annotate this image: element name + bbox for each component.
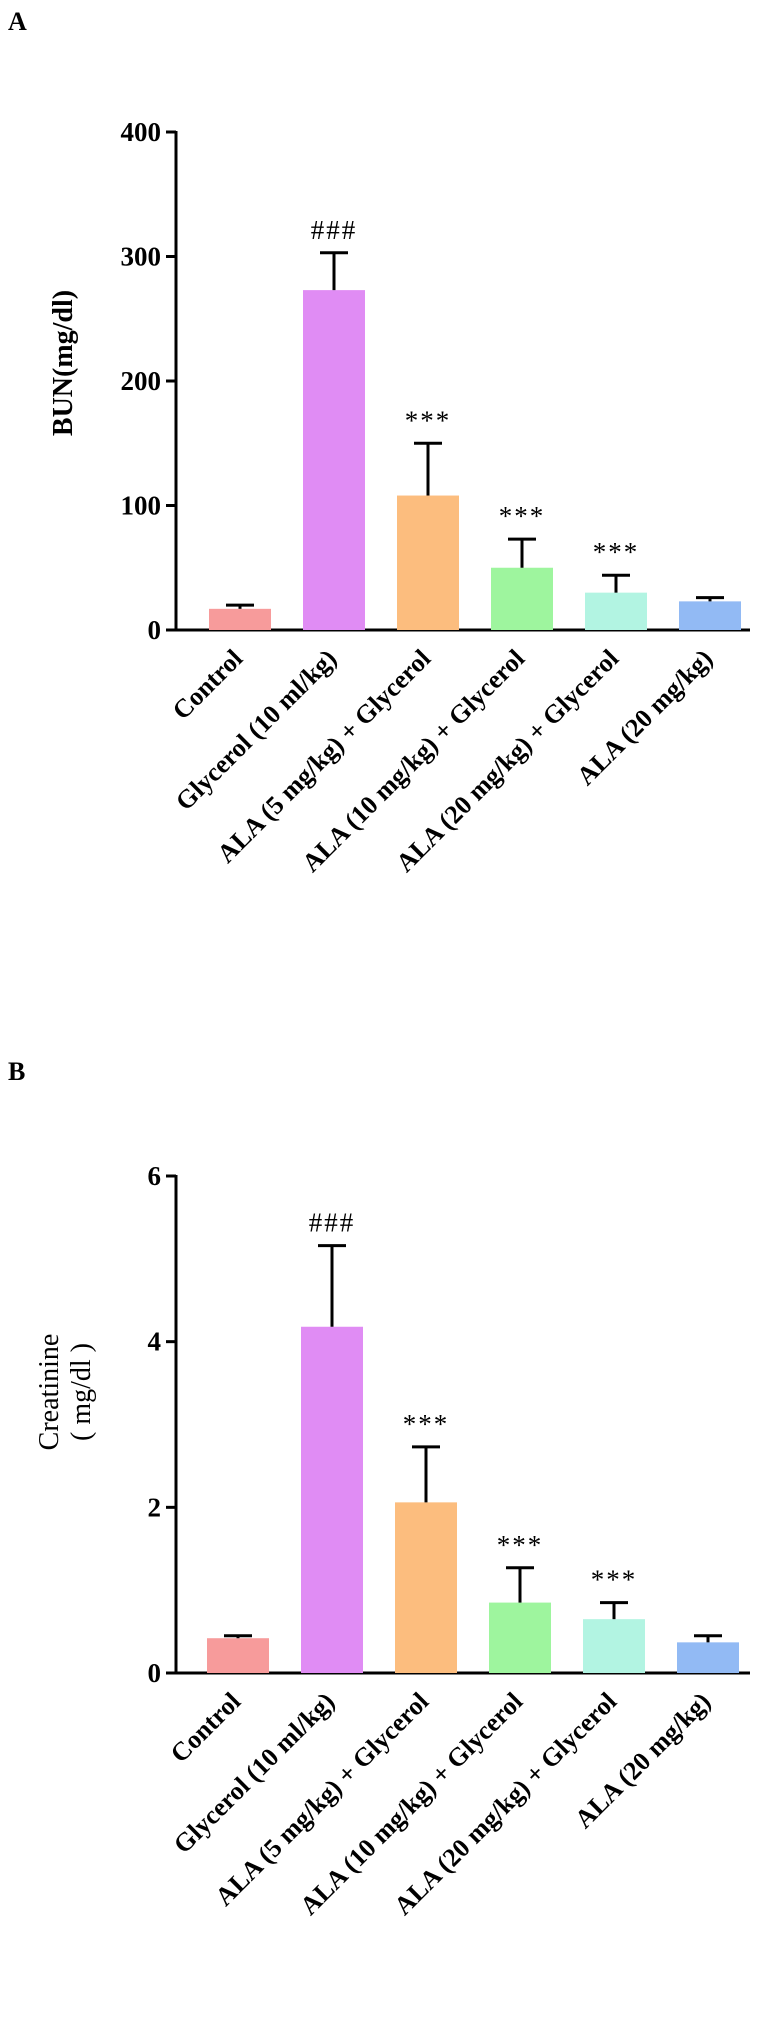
significance-label: *** — [499, 501, 546, 531]
bar — [585, 592, 647, 630]
panel-a-axes: 0 100 200 300 400 — [121, 117, 750, 645]
panel-b-y-axis-label-line-1: Creatinine — [34, 1334, 65, 1451]
y-tick-label: 300 — [121, 242, 162, 272]
panel-a-bars: Control###Glycerol (10 ml/kg)***ALA (5 m… — [167, 215, 741, 878]
y-tick-label: 200 — [121, 366, 162, 396]
y-tick-label: 2 — [148, 1492, 162, 1522]
bar — [209, 608, 271, 630]
category-label: Control — [165, 1687, 246, 1768]
bar — [207, 1638, 269, 1673]
bar-group: Control — [167, 603, 271, 725]
y-tick-label: 100 — [121, 491, 162, 521]
significance-label: *** — [591, 1565, 638, 1595]
panel-b-bars: Control###Glycerol (10 ml/kg)***ALA (5 m… — [165, 1208, 739, 1921]
bar — [677, 1642, 739, 1673]
y-tick-label: 0 — [148, 1658, 162, 1688]
bar — [301, 1326, 363, 1673]
significance-label: ### — [311, 215, 358, 245]
y-tick-label: 4 — [148, 1327, 162, 1357]
panel-a-y-axis-label: BUN(mg/dl) — [48, 290, 79, 436]
panel-b-letter: B — [8, 1057, 25, 1086]
significance-label: ### — [309, 1208, 356, 1238]
bar-group: ### Glycerol (10 ml/kg) — [168, 1208, 363, 1859]
panel-b-axes: 0 2 4 6 — [148, 1161, 750, 1688]
bar — [303, 290, 365, 630]
significance-label: *** — [497, 1530, 544, 1560]
significance-label: *** — [593, 537, 640, 567]
bar — [491, 567, 553, 630]
category-label: Glycerol (10 ml/kg) — [168, 1687, 340, 1859]
category-label: Glycerol (10 ml/kg) — [170, 644, 342, 816]
category-label: Control — [167, 644, 248, 725]
bar-group: Control — [165, 1634, 269, 1768]
bar — [679, 601, 741, 630]
y-tick-label: 400 — [121, 117, 162, 147]
significance-label: *** — [403, 1409, 450, 1439]
panel-a-letter: A — [8, 7, 27, 36]
bar — [395, 1502, 457, 1673]
panel-a-bun-chart: A BUN(mg/dl) 0 100 200 300 400 Control ### Gly… — [8, 7, 750, 878]
bar — [397, 495, 459, 630]
y-tick-label: 0 — [148, 615, 162, 645]
y-tick-label: 6 — [148, 1161, 162, 1191]
bar — [489, 1602, 551, 1673]
bar — [583, 1619, 645, 1673]
panel-b-y-axis-label-line-2: ( mg/dl ) — [66, 1343, 97, 1441]
panel-b-creatinine-chart: B Creatinine ( mg/dl ) 0 2 4 6 Control ### Gl… — [8, 1057, 750, 1921]
significance-label: *** — [405, 405, 452, 435]
